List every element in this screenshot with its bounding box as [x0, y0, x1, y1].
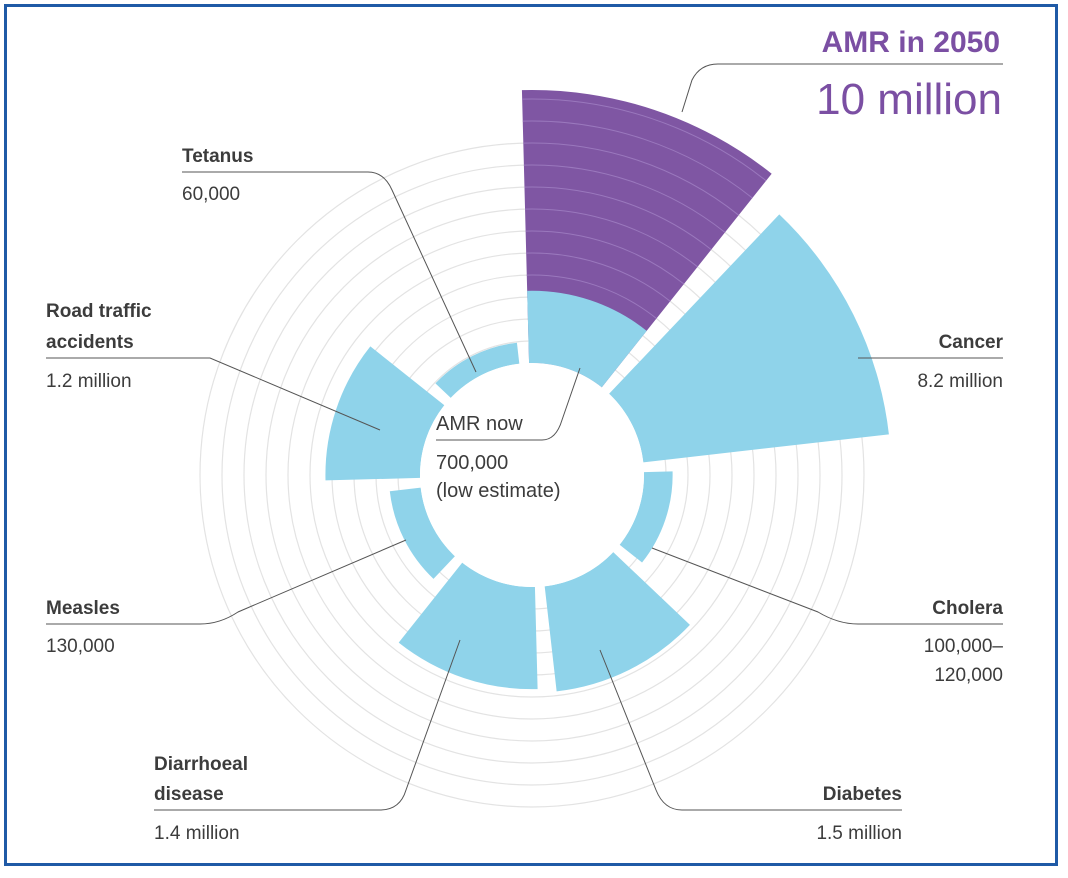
- sectors: [325, 90, 889, 692]
- label-measles-name: Measles: [46, 598, 120, 619]
- sector-ring-line: [523, 164, 726, 233]
- leader-line-7: [182, 171, 477, 373]
- sector-amr-now: [527, 290, 647, 388]
- label-cholera-value-2: 120,000: [934, 665, 1003, 686]
- sector-ring-line: [522, 98, 767, 182]
- sector-ring-line: [526, 252, 671, 302]
- label-cholera-value-1: 100,000–: [924, 636, 1004, 657]
- leader-line-8: [436, 367, 581, 441]
- sector-4: [398, 562, 538, 690]
- label-tetanus-value: 60,000: [182, 184, 240, 205]
- label-road-name-2: accidents: [46, 332, 134, 353]
- center-hole: [420, 363, 644, 587]
- leader-line-3: [599, 649, 902, 811]
- leader-line-0: [681, 63, 1003, 113]
- leader-lines: [46, 63, 1003, 811]
- leader-line-6: [46, 357, 381, 431]
- sector-ring-line: [524, 186, 712, 251]
- center-value-line1: 700,000: [436, 452, 508, 474]
- label-road-value: 1.2 million: [46, 371, 132, 392]
- label-diarrhoeal-value: 1.4 million: [154, 823, 240, 844]
- label-measles-value: 130,000: [46, 636, 115, 657]
- label-tetanus-name: Tetanus: [182, 146, 253, 167]
- label-cholera-name: Cholera: [932, 598, 1003, 619]
- label-diarrhoeal-name-1: Diarrhoeal: [154, 754, 248, 775]
- sector-ring-line: [526, 274, 657, 319]
- chart-frame: [4, 4, 1058, 866]
- sector-2: [619, 471, 673, 563]
- sector-5: [389, 487, 455, 579]
- label-road-name-1: Road traffic: [46, 301, 152, 322]
- headline-value: 10 million: [816, 75, 1002, 124]
- sector-7: [435, 342, 520, 398]
- center-value-line2: (low estimate): [436, 480, 560, 502]
- headline-title: AMR in 2050: [822, 26, 1000, 59]
- sector-ring-line: [525, 208, 698, 268]
- sector-ring-line: [523, 142, 739, 216]
- label-diabetes-value: 1.5 million: [816, 823, 902, 844]
- leader-line-4: [154, 639, 461, 811]
- sector-1: [609, 214, 889, 463]
- leader-line-5: [46, 539, 407, 625]
- label-diarrhoeal-name-2: disease: [154, 784, 224, 805]
- center-label: AMR now: [436, 413, 523, 435]
- label-cancer-value: 8.2 million: [917, 371, 1003, 392]
- leader-line-2: [651, 547, 1003, 625]
- label-cancer-name: Cancer: [939, 332, 1004, 353]
- label-diabetes-name: Diabetes: [823, 784, 902, 805]
- sector-6: [325, 346, 445, 481]
- sector-3: [544, 552, 690, 692]
- sector-ring-line: [522, 120, 753, 199]
- sector-ring-line: [525, 230, 685, 285]
